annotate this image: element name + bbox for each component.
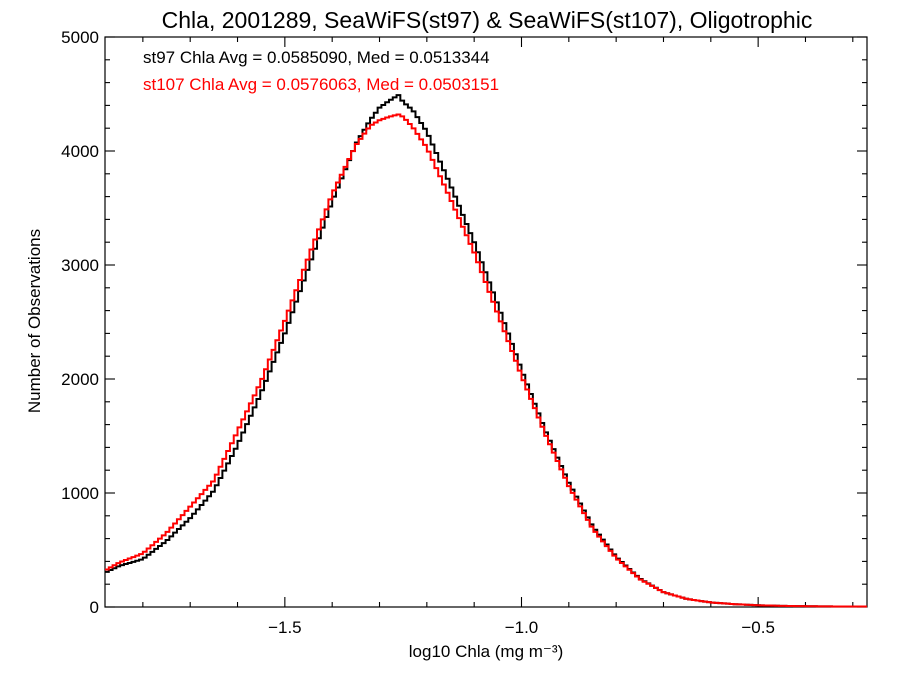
x-tick-label: −1.5 — [268, 618, 302, 637]
x-axis-ticks: −1.5 −1.0 −0.5 — [142, 37, 854, 637]
series-line-2 — [105, 113, 867, 608]
x-tick-label: −1.0 — [505, 618, 539, 637]
plot-frame — [104, 36, 868, 608]
y-tick-label: 0 — [90, 598, 99, 617]
y-tick-label: 5000 — [61, 28, 99, 47]
series-line-1 — [105, 94, 867, 608]
y-axis-ticks: 0 1000 2000 3000 4000 5000 — [61, 28, 867, 617]
x-tick-label: −0.5 — [741, 618, 775, 637]
annotation-2: st107 Chla Avg = 0.0576063, Med = 0.0503… — [143, 75, 499, 94]
y-tick-label: 1000 — [61, 484, 99, 503]
y-tick-label: 2000 — [61, 370, 99, 389]
y-tick-label: 4000 — [61, 142, 99, 161]
annotation-1: st97 Chla Avg = 0.0585090, Med = 0.05133… — [143, 48, 490, 67]
chart-title: Chla, 2001289, SeaWiFS(st97) & SeaWiFS(s… — [162, 7, 813, 33]
y-tick-label: 3000 — [61, 256, 99, 275]
x-axis-label: log10 Chla (mg m⁻³) — [409, 642, 563, 661]
series-layer — [105, 94, 867, 608]
y-axis-label: Number of Observations — [25, 229, 44, 413]
annotations: st97 Chla Avg = 0.0585090, Med = 0.05133… — [143, 48, 499, 94]
